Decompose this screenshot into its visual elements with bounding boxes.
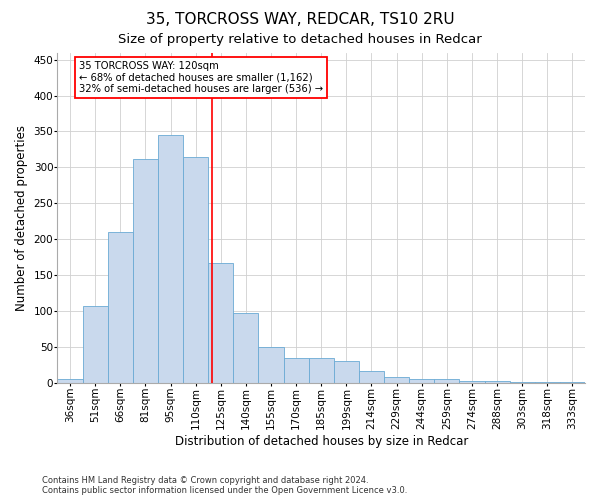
Text: Contains public sector information licensed under the Open Government Licence v3: Contains public sector information licen… [42, 486, 407, 495]
Bar [334, 361, 359, 382]
Text: Contains HM Land Registry data © Crown copyright and database right 2024.: Contains HM Land Registry data © Crown c… [42, 476, 368, 485]
Bar [183, 156, 208, 382]
Bar [284, 358, 308, 382]
Bar [460, 381, 485, 382]
Bar [208, 263, 233, 382]
Bar [259, 347, 284, 382]
Bar [434, 379, 460, 382]
Text: Size of property relative to detached houses in Redcar: Size of property relative to detached ho… [118, 32, 482, 46]
Text: 35, TORCROSS WAY, REDCAR, TS10 2RU: 35, TORCROSS WAY, REDCAR, TS10 2RU [146, 12, 454, 28]
Bar [359, 371, 384, 382]
Bar [133, 158, 158, 382]
X-axis label: Distribution of detached houses by size in Redcar: Distribution of detached houses by size … [175, 434, 468, 448]
Bar [485, 381, 509, 382]
Y-axis label: Number of detached properties: Number of detached properties [15, 124, 28, 310]
Bar [384, 377, 409, 382]
Bar [409, 379, 434, 382]
Bar [83, 306, 108, 382]
Text: 35 TORCROSS WAY: 120sqm
← 68% of detached houses are smaller (1,162)
32% of semi: 35 TORCROSS WAY: 120sqm ← 68% of detache… [79, 61, 323, 94]
Bar [58, 379, 83, 382]
Bar [158, 135, 183, 382]
Bar [308, 358, 334, 382]
Bar [108, 232, 133, 382]
Bar [233, 313, 259, 382]
